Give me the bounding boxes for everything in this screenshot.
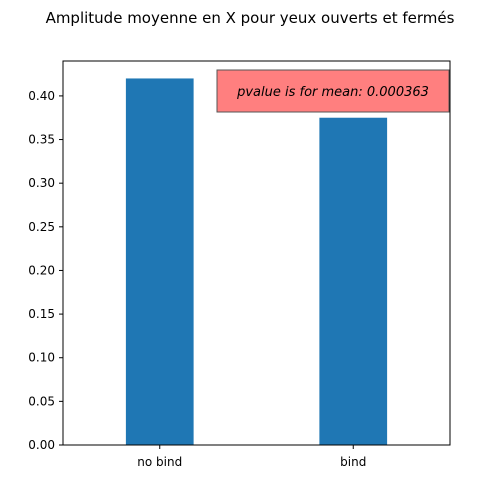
plot-frame — [62, 60, 451, 446]
annotation-box: pvalue is for mean: 0.000363 — [216, 69, 450, 113]
y-tick-label: 0.25 — [28, 220, 55, 234]
bars-group — [125, 78, 388, 446]
y-tick-label: 0.40 — [28, 89, 55, 103]
y-tick-label: 0.35 — [28, 133, 55, 147]
y-tick-label: 0.10 — [28, 351, 55, 365]
y-axis: 0.00 0.05 0.10 0.15 0.20 0.25 0.30 0.35 0.40 — [28, 89, 63, 452]
y-tick-label: 0.15 — [28, 307, 55, 321]
chart-title: Amplitude moyenne en X pour yeux ouverts… — [46, 9, 455, 27]
y-tick-label: 0.00 — [28, 438, 55, 452]
annotation-text: pvalue is for mean: 0.000363 — [236, 85, 429, 100]
bar-bind — [319, 117, 388, 446]
x-tick-label: no bind — [137, 455, 182, 469]
annotation-background — [216, 69, 450, 113]
y-tick-label: 0.05 — [28, 394, 55, 408]
x-tick-label: bind — [340, 455, 366, 469]
bar-no-bind — [125, 78, 194, 446]
y-tick-label: 0.30 — [28, 176, 55, 190]
y-tick-label: 0.20 — [28, 263, 55, 277]
x-axis: no bind bind — [137, 445, 366, 469]
